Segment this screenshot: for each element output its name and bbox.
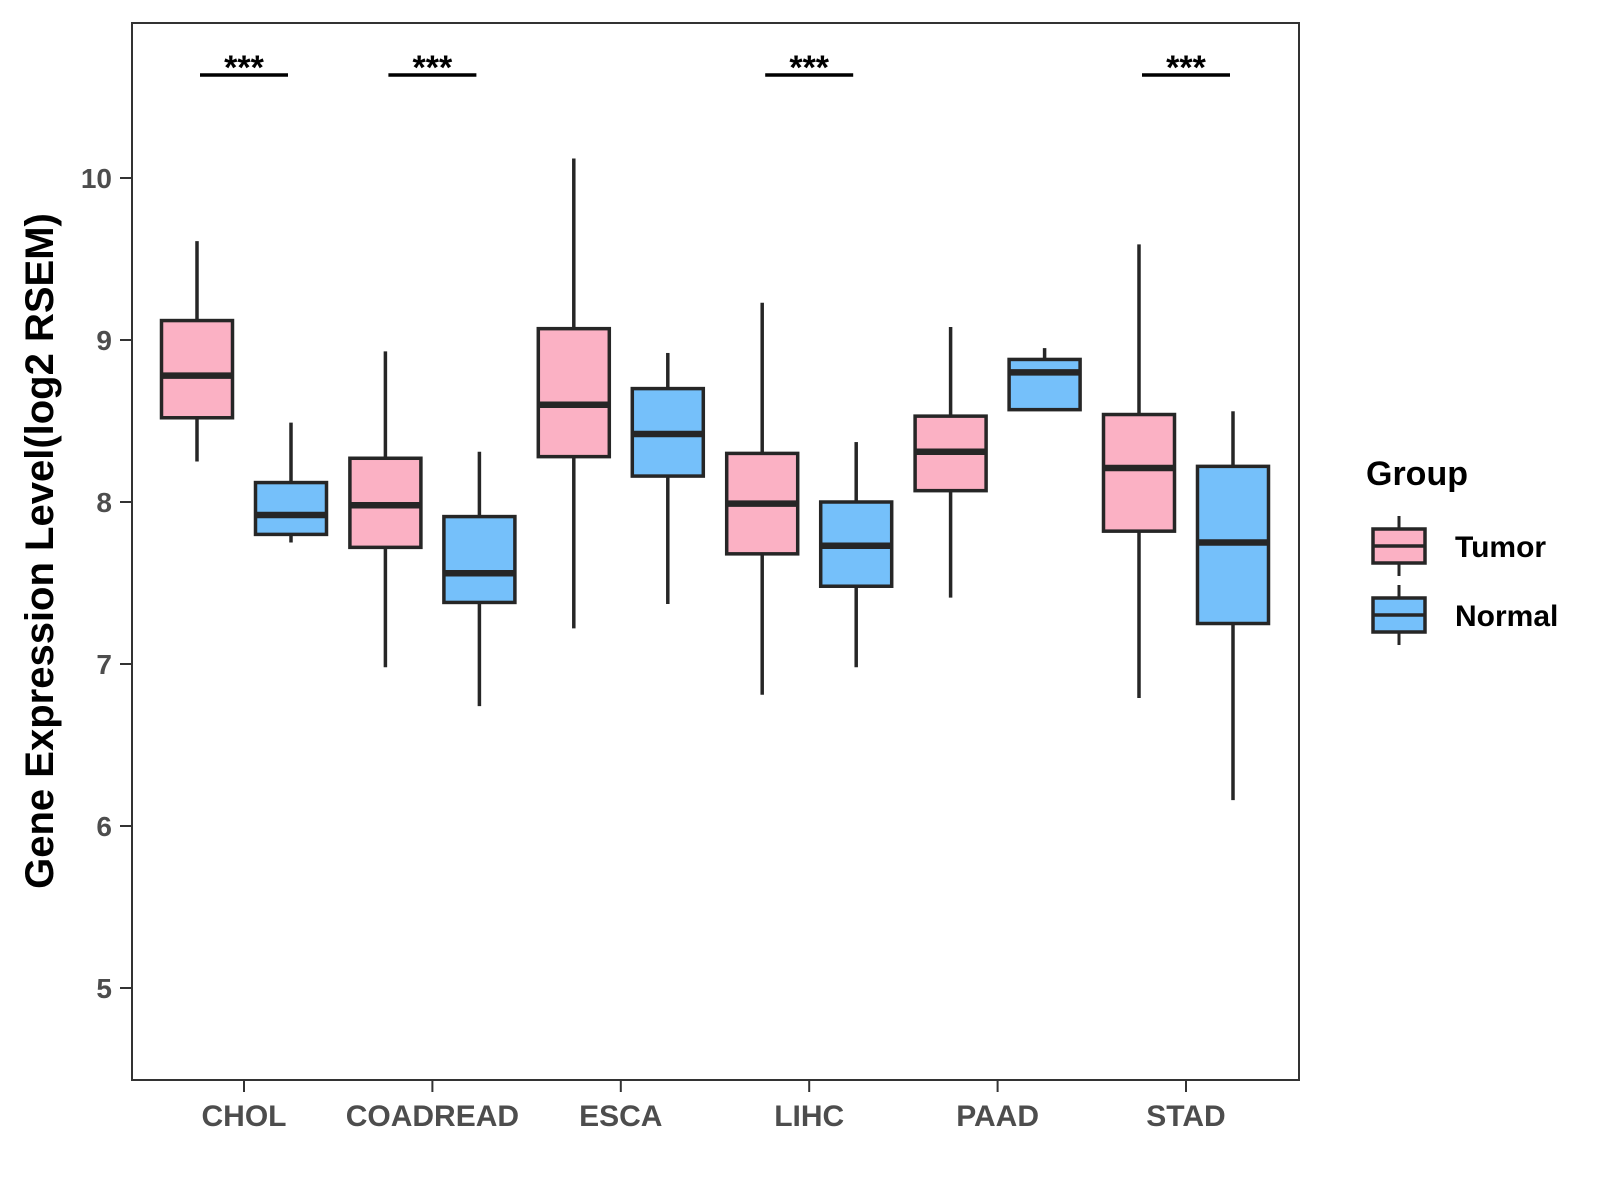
box-body — [442, 514, 517, 605]
significance-label: *** — [1166, 49, 1206, 87]
box-tumor-chol — [159, 241, 235, 462]
legend-key-normal — [1371, 585, 1427, 645]
significance-label: *** — [789, 49, 829, 87]
box-body — [253, 480, 329, 537]
panel-border — [131, 22, 1300, 1081]
significance-label: *** — [413, 49, 453, 87]
x-tick-label: COADREAD — [346, 1100, 519, 1133]
x-tick-label: ESCA — [579, 1100, 662, 1133]
plot-marks: 5 6 7 8 9 10 CHOL COADREAD ESCA LIHC PAAD STAD *** **… — [81, 49, 1271, 1133]
box-tumor-esca — [536, 158, 612, 629]
significance-label: *** — [224, 49, 264, 87]
box-body — [159, 318, 235, 420]
y-tick-label: 7 — [96, 649, 112, 680]
box-tumor-lihc — [724, 302, 800, 695]
y-tick-label: 9 — [96, 325, 112, 356]
y-axis-title: Gene Expression Level(log2 RSEM) — [18, 213, 62, 889]
box-normal-paad — [1007, 348, 1082, 412]
x-tick-label: PAAD — [956, 1100, 1039, 1133]
legend: Group Tumor Normal — [1366, 455, 1558, 645]
x-tick-label: STAD — [1146, 1100, 1225, 1133]
box-tumor-stad — [1101, 244, 1177, 699]
box-body — [1101, 412, 1177, 533]
x-tick-label: LIHC — [774, 1100, 844, 1133]
box-normal-coadread — [442, 451, 517, 707]
box-normal-chol — [253, 422, 329, 543]
legend-label: Tumor — [1455, 531, 1546, 564]
box-normal-esca — [630, 352, 706, 605]
y-tick-label: 6 — [96, 811, 112, 842]
y-tick-label: 5 — [96, 973, 112, 1004]
box-body — [536, 326, 612, 459]
y-tick-label: 8 — [96, 487, 112, 518]
box-normal-stad — [1195, 411, 1271, 801]
y-tick-label: 10 — [81, 163, 112, 194]
box-normal-lihc — [818, 442, 894, 668]
x-tick-label: CHOL — [202, 1100, 287, 1133]
legend-label: Normal — [1455, 600, 1558, 633]
legend-title: Group — [1366, 455, 1468, 493]
box-body — [1007, 357, 1082, 412]
box-tumor-paad — [913, 327, 988, 598]
box-tumor-coadread — [348, 351, 423, 668]
legend-key-tumor — [1371, 516, 1427, 576]
